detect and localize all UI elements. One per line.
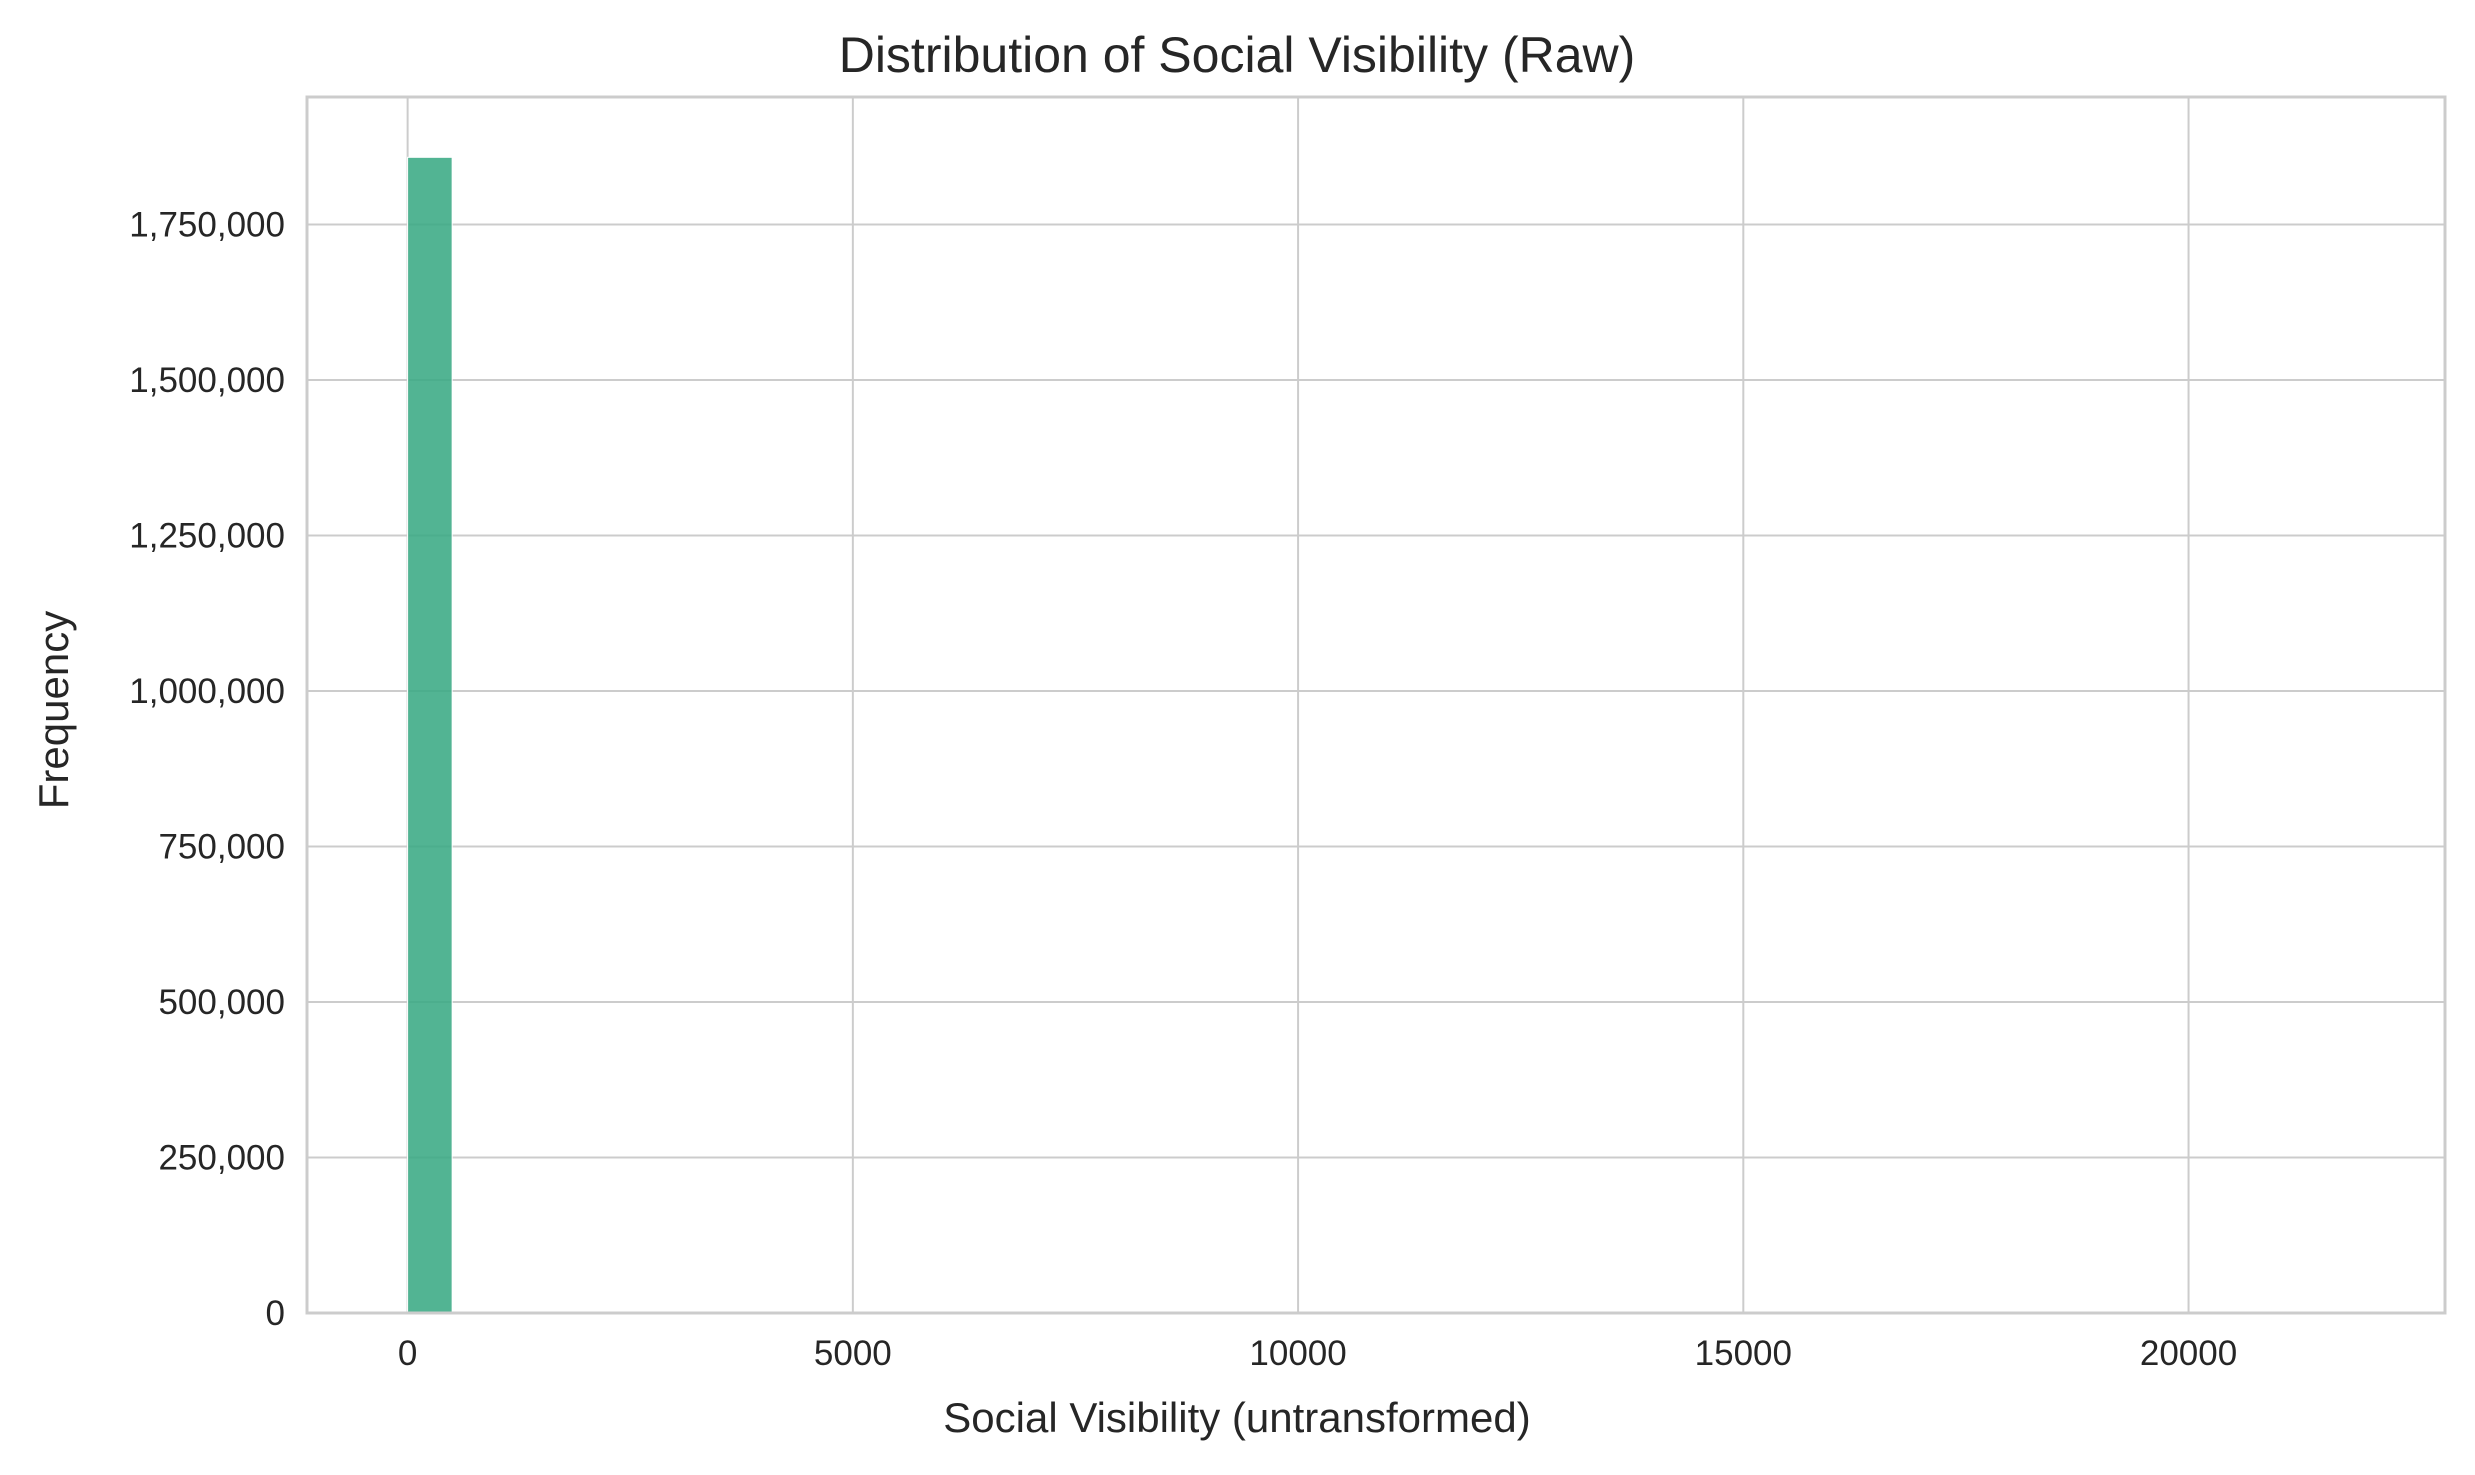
y-tick-label: 250,000 — [158, 1139, 285, 1178]
chart-title: Distribution of Social Visibility (Raw) — [839, 27, 1636, 83]
y-axis-label: Frequency — [30, 611, 77, 809]
histogram-bar — [407, 156, 453, 1314]
y-tick-label: 1,250,000 — [129, 517, 285, 556]
y-tick-label: 1,500,000 — [129, 361, 285, 400]
x-gridlines — [406, 97, 2190, 1313]
y-tick-label: 500,000 — [158, 983, 285, 1022]
y-tick-label: 1,750,000 — [129, 206, 285, 245]
x-axis-label: Social Visibility (untransformed) — [943, 1394, 1530, 1441]
histogram-bars — [407, 156, 453, 1314]
x-tick-label: 20000 — [2140, 1334, 2237, 1373]
y-tick-label: 1,000,000 — [129, 672, 285, 711]
y-tick-labels: 0 250,000 500,000 750,000 1,000,000 1,250,000… — [129, 206, 285, 1333]
x-tick-label: 10000 — [1249, 1334, 1346, 1373]
x-tick-label: 15000 — [1695, 1334, 1792, 1373]
y-tick-label: 750,000 — [158, 828, 285, 867]
y-tick-label: 0 — [266, 1294, 285, 1333]
x-tick-labels: 0 5000 10000 15000 20000 — [398, 1334, 2237, 1373]
plot-frame — [305, 95, 2447, 1315]
y-gridlines — [307, 223, 2445, 1314]
x-tick-label: 5000 — [814, 1334, 892, 1373]
x-tick-label: 0 — [398, 1334, 417, 1373]
